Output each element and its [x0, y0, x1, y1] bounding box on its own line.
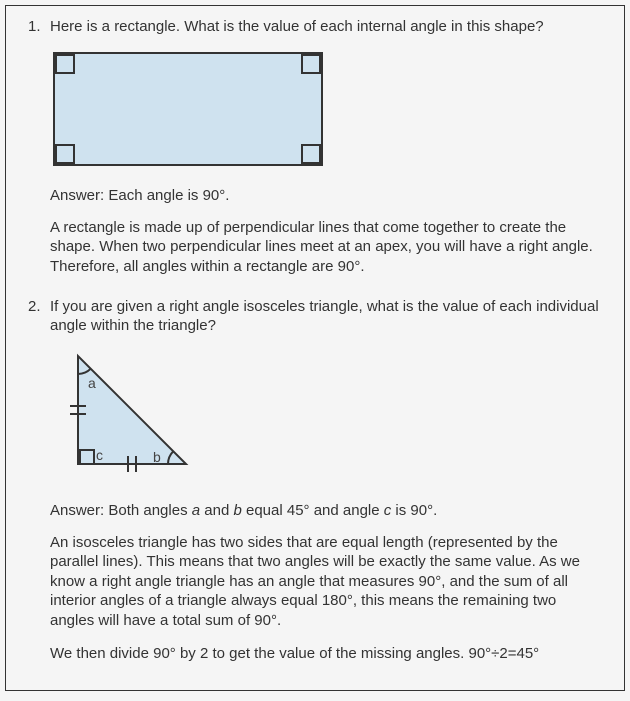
- question-2: 2. If you are given a right angle isosce…: [28, 298, 602, 664]
- q1-prompt: Here is a rectangle. What is the value o…: [50, 18, 602, 37]
- q2-explanation-2: We then divide 90° by 2 to get the value…: [50, 644, 602, 664]
- q2-answer-mid1: and: [200, 502, 233, 519]
- q2-answer-prefix: Answer: Both angles: [50, 502, 192, 519]
- q2-answer-suffix: is 90°.: [391, 502, 437, 519]
- q2-answer-b: b: [233, 502, 241, 519]
- q2-explanation-1: An isosceles triangle has two sides that…: [50, 533, 602, 631]
- q2-body: If you are given a right angle isosceles…: [50, 298, 602, 664]
- triangle-label-a: a: [88, 375, 96, 391]
- q2-answer-mid2: equal 45° and angle: [242, 502, 384, 519]
- triangle-label-c: c: [96, 447, 103, 463]
- worksheet-page: 1. Here is a rectangle. What is the valu…: [5, 5, 625, 691]
- q1-number: 1.: [28, 18, 50, 290]
- q1-explanation: A rectangle is made up of perpendicular …: [50, 218, 602, 277]
- q2-answer-a: a: [192, 502, 200, 519]
- q2-prompt: If you are given a right angle isosceles…: [50, 298, 602, 336]
- q1-figure-rectangle: [50, 49, 602, 173]
- q2-number: 2.: [28, 298, 50, 664]
- q1-answer: Answer: Each angle is 90°.: [50, 187, 602, 204]
- triangle-label-b: b: [153, 449, 161, 465]
- question-1: 1. Here is a rectangle. What is the valu…: [28, 18, 602, 290]
- q2-answer: Answer: Both angles a and b equal 45° an…: [50, 502, 602, 519]
- q1-body: Here is a rectangle. What is the value o…: [50, 18, 602, 290]
- q2-figure-triangle: a c b: [50, 348, 602, 488]
